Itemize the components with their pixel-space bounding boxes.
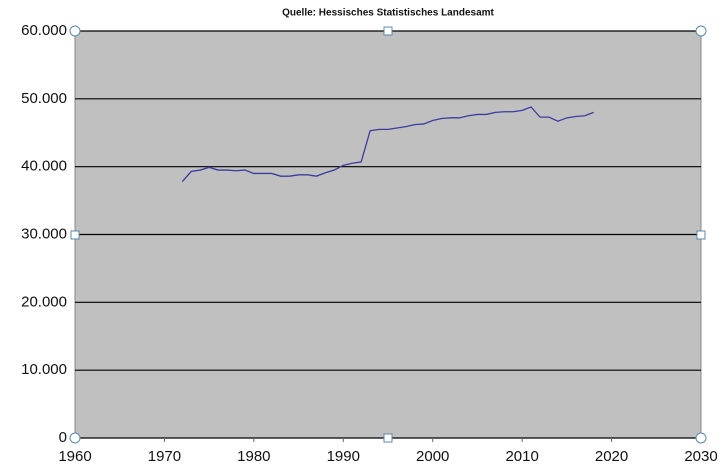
y-tick-label: 60.000 (21, 22, 67, 39)
x-tick-label: 1970 (148, 448, 181, 465)
x-tick-label: 2020 (595, 448, 628, 465)
x-tick-label: 1960 (58, 448, 91, 465)
data-line (181, 106, 594, 183)
x-tick-label: 1980 (237, 448, 270, 465)
x-tick-label: 1990 (327, 448, 360, 465)
x-tick-label: 2030 (684, 448, 717, 465)
y-tick-label: 10.000 (21, 361, 67, 378)
y-tick-label: 20.000 (21, 293, 67, 310)
selection-handles (69, 25, 707, 444)
y-tick-label: 40.000 (21, 158, 67, 175)
chart-title: Quelle: Hessisches Statistisches Landesa… (282, 8, 494, 19)
x-tick-label: 2000 (416, 448, 449, 465)
y-tick-label: 50.000 (21, 90, 67, 107)
y-tick-label: 30.000 (21, 225, 67, 242)
x-tick-label: 2010 (505, 448, 538, 465)
y-tick-label: 0 (59, 429, 67, 446)
